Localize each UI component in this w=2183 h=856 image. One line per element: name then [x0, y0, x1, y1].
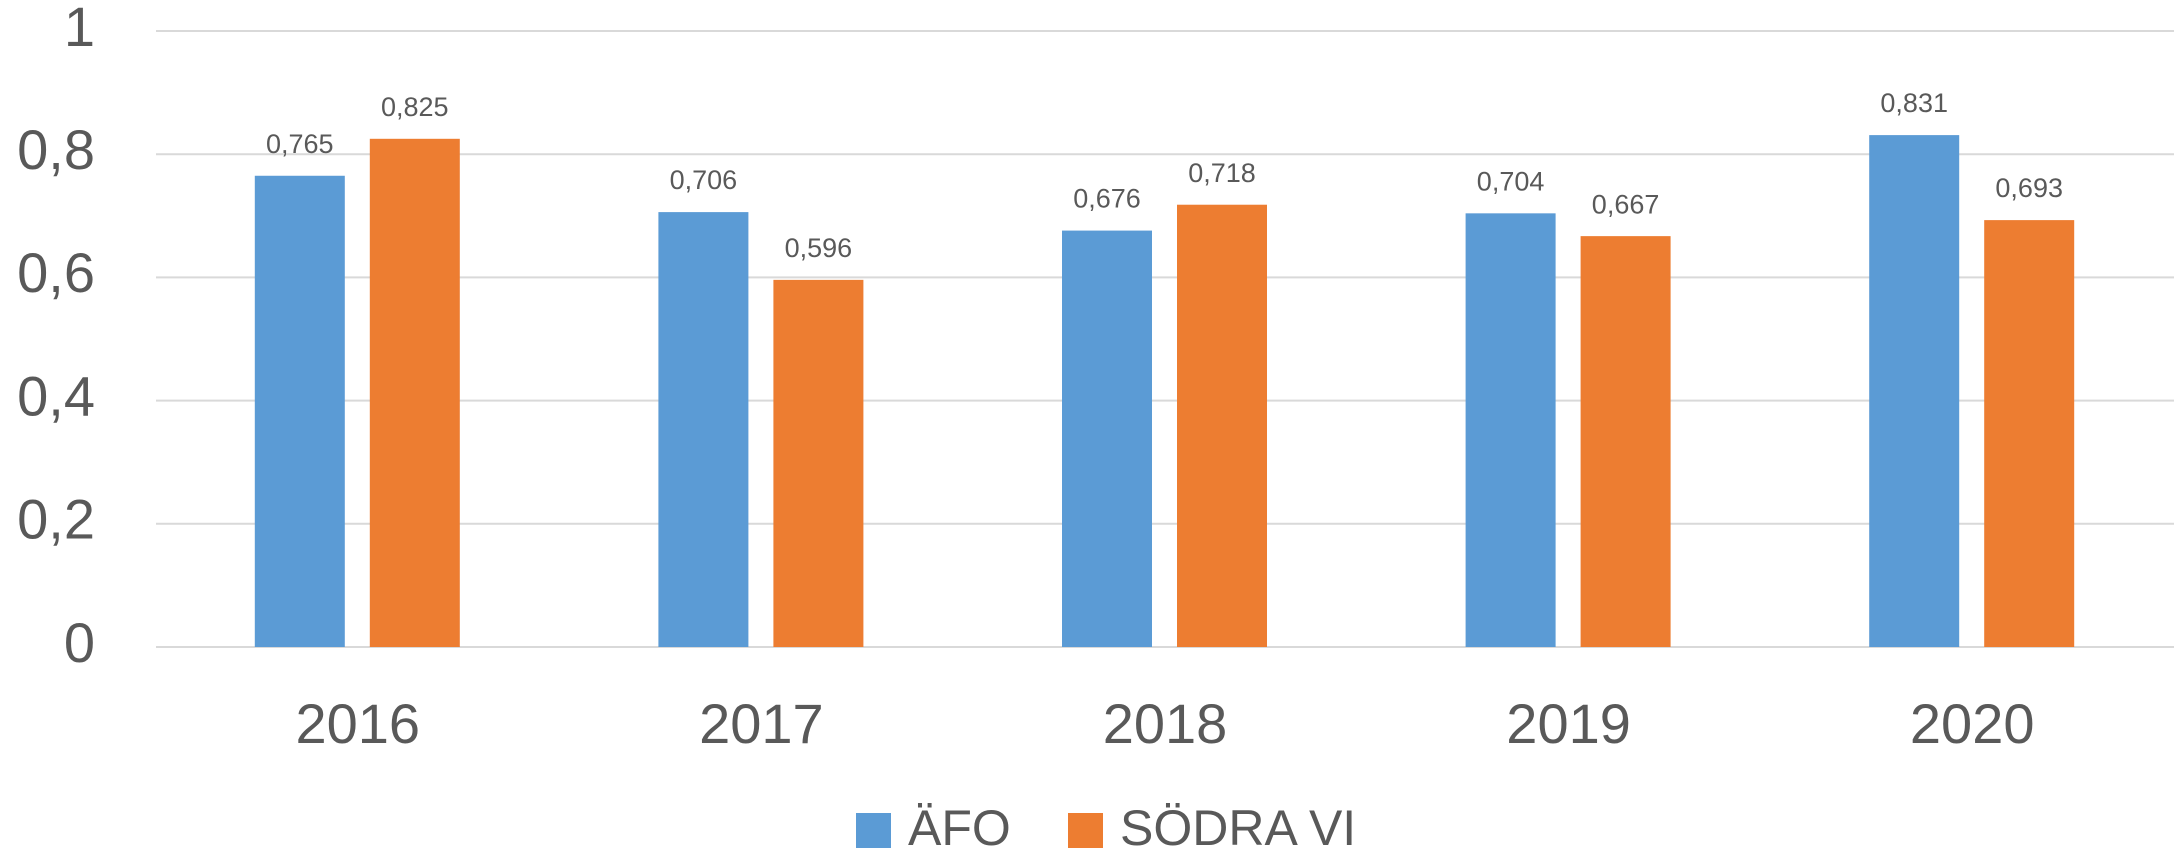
y-tick-label: 0,6 — [17, 241, 95, 304]
x-tick-label: 2020 — [1910, 692, 2035, 755]
bar — [658, 212, 749, 647]
y-tick-label: 0,2 — [17, 488, 95, 551]
x-tick-label: 2019 — [1506, 692, 1631, 755]
legend-label: SÖDRA VI — [1120, 800, 1356, 856]
bar — [773, 279, 864, 647]
legend-label: ÄFO — [908, 800, 1011, 856]
bar — [1465, 213, 1556, 647]
x-tick-label: 2018 — [1103, 692, 1228, 755]
bar — [1869, 135, 1960, 647]
value-label: 0,831 — [1880, 88, 1948, 118]
x-tick-label: 2016 — [296, 692, 421, 755]
value-label: 0,676 — [1073, 184, 1141, 214]
value-label: 0,667 — [1592, 189, 1660, 219]
bar — [1580, 236, 1671, 648]
value-label: 0,825 — [381, 92, 449, 122]
bar — [369, 138, 460, 648]
bar — [1984, 220, 2075, 647]
y-tick-label: 0,4 — [17, 364, 95, 427]
bar — [254, 175, 345, 647]
y-tick-label: 0,8 — [17, 118, 95, 181]
value-label: 0,704 — [1477, 166, 1545, 196]
legend-swatch — [1068, 813, 1103, 848]
y-tick-label: 1 — [64, 0, 95, 58]
bar — [1177, 204, 1267, 647]
value-label: 0,718 — [1188, 158, 1256, 188]
value-label: 0,765 — [266, 129, 334, 159]
bar — [1062, 230, 1152, 648]
value-label: 0,693 — [1995, 173, 2063, 203]
legend-swatch — [856, 813, 891, 848]
value-label: 0,706 — [670, 165, 738, 195]
value-label: 0,596 — [785, 233, 853, 263]
x-tick-label: 2017 — [699, 692, 824, 755]
y-tick-label: 0 — [64, 611, 95, 674]
